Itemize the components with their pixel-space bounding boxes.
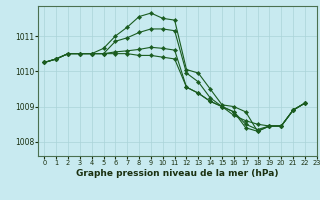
- X-axis label: Graphe pression niveau de la mer (hPa): Graphe pression niveau de la mer (hPa): [76, 169, 279, 178]
